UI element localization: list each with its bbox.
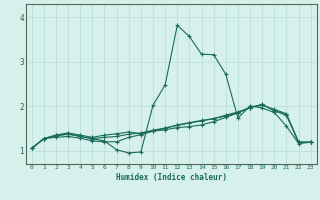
- X-axis label: Humidex (Indice chaleur): Humidex (Indice chaleur): [116, 173, 227, 182]
